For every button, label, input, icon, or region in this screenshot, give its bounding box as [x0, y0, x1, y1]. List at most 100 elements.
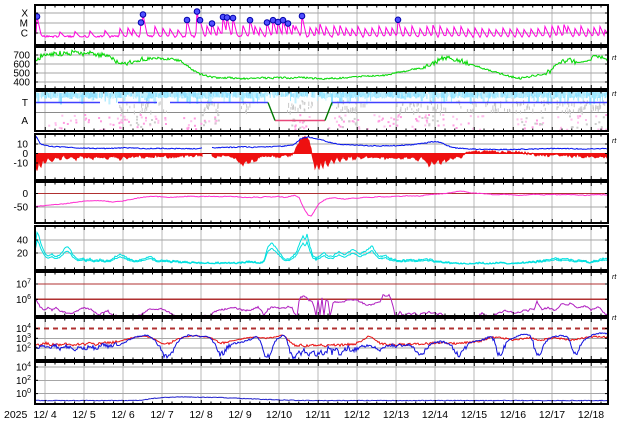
y-axis-label: 107	[16, 279, 31, 291]
rt-tag: rt	[612, 138, 617, 145]
date-label: 12/ 5	[72, 409, 96, 421]
series-bz	[35, 152, 203, 171]
date-label: 12/ 4	[33, 409, 57, 421]
date-label: 12/ 7	[150, 409, 174, 421]
status-transition	[267, 102, 276, 121]
series-bz	[211, 135, 608, 171]
date-label: 12/ 8	[189, 409, 213, 421]
flare-marker	[223, 14, 231, 21]
flare-marker	[35, 13, 41, 20]
y-axis-label: 0	[22, 189, 28, 200]
panel-border	[34, 90, 609, 132]
flare-marker	[183, 16, 191, 24]
panel-border	[34, 361, 609, 405]
panel-border	[34, 271, 609, 317]
panel-series-electron-flux	[35, 332, 608, 360]
date-label: 12/11	[305, 409, 331, 421]
rt-tag: rt	[612, 274, 617, 281]
y-axis-label: C	[21, 29, 28, 40]
panel-xray: XMC	[20, 4, 609, 46]
flare-marker	[394, 16, 402, 24]
y-axis-label: 102	[16, 343, 31, 355]
flare-marker	[246, 16, 254, 24]
panel-border	[34, 46, 609, 90]
date-label: 12/18	[578, 409, 604, 421]
y-axis-label: 600	[13, 60, 30, 71]
rt-tag: rt	[612, 55, 617, 62]
y-axis-label: 500	[13, 69, 30, 80]
y-axis-label: X	[21, 9, 28, 20]
flare-marker	[298, 12, 306, 20]
y-axis-label: A	[21, 116, 28, 127]
date-label: 12/14	[422, 409, 448, 421]
panel-geomag-status: TA	[21, 90, 609, 132]
y-axis-label: -10	[14, 159, 29, 170]
y-axis-label: 100	[16, 388, 31, 400]
date-label: 12/ 9	[228, 409, 252, 421]
date-label: 12/ 6	[111, 409, 135, 421]
flare-marker	[208, 20, 216, 27]
year-label: 2025	[4, 409, 28, 421]
y-axis-label: 104	[16, 323, 31, 335]
status-transition	[324, 102, 333, 121]
flare-marker	[137, 19, 145, 26]
y-axis-label: 106	[16, 294, 31, 306]
panel-border	[34, 317, 609, 361]
panel-series-imf-b	[35, 135, 608, 171]
series-electron-blue	[35, 332, 608, 360]
y-axis-label: 40	[17, 236, 29, 247]
date-label: 12/13	[383, 409, 409, 421]
flare-marker	[196, 16, 204, 24]
y-axis-label: 10	[17, 140, 29, 151]
series-bt	[211, 136, 608, 151]
flare-marker	[263, 19, 271, 26]
panel-series-xray	[35, 8, 608, 39]
date-label: 12/16	[500, 409, 526, 421]
series-electron-red	[35, 334, 608, 348]
date-label: 12/12	[344, 409, 370, 421]
series-dst	[35, 190, 608, 217]
series-bt	[35, 135, 203, 150]
panel-border	[34, 133, 609, 181]
date-label: 12/15	[461, 409, 487, 421]
date-label: 12/17	[539, 409, 565, 421]
flare-marker	[284, 20, 292, 27]
x-axis: 2025 12/ 4 12/ 5 12/ 6 12/ 7 12/ 8 12/ 9 12/10 1…	[4, 409, 604, 421]
flare-marker	[279, 16, 287, 24]
flare-marker	[229, 14, 237, 22]
flare-marker	[193, 8, 201, 15]
panel-dst-index: 0-50	[14, 181, 609, 224]
rt-tag: rt	[612, 91, 617, 98]
panel-border	[34, 4, 609, 46]
series-speed	[35, 49, 608, 81]
series-goes-xray-flux	[35, 11, 608, 39]
y-axis-label: 104	[16, 362, 31, 374]
panel-series-geomag-status	[35, 91, 608, 131]
y-axis-label: 102	[16, 375, 31, 387]
y-axis-label: 400	[13, 78, 30, 89]
y-axis-label: 20	[17, 249, 29, 260]
y-axis-label: M	[20, 19, 28, 30]
flare-marker	[139, 11, 147, 18]
panel-border	[34, 181, 609, 224]
y-axis-label: 0	[22, 149, 28, 160]
y-axis-label: T	[22, 98, 28, 109]
date-label: 12/10	[266, 409, 292, 421]
panel-border	[34, 225, 609, 271]
y-axis-label: 700	[13, 51, 30, 62]
y-axis-label: -50	[14, 203, 29, 214]
panel-series-dst-index	[35, 190, 608, 217]
y-axis-label: 103	[16, 333, 31, 345]
panel-imf-b: 100-10	[14, 133, 609, 181]
series-density-min	[35, 239, 608, 265]
rt-tag: rt	[612, 315, 617, 322]
panel-series-solar-wind-speed	[35, 49, 608, 81]
panel-series-density	[35, 230, 608, 265]
